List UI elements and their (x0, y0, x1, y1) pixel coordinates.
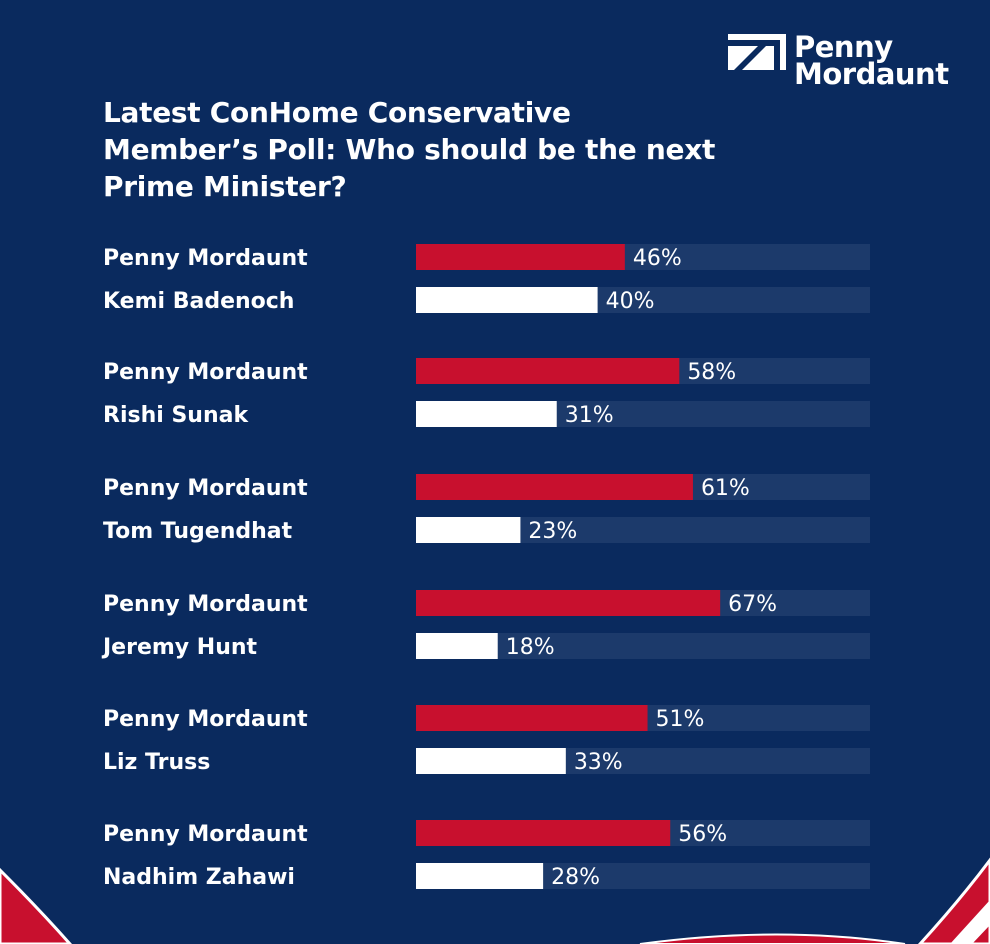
bar (416, 820, 671, 846)
value-label: 67% (728, 592, 777, 617)
candidate-label: Penny Mordaunt (103, 592, 308, 617)
bar (416, 863, 544, 889)
value-label: 58% (687, 360, 736, 385)
chart-title: Latest ConHome Conservative Member’s Pol… (103, 96, 716, 203)
candidate-label: Nadhim Zahawi (103, 865, 295, 890)
logo: Penny Mordaunt (728, 30, 949, 91)
candidate-label: Jeremy Hunt (101, 635, 258, 660)
candidate-label: Penny Mordaunt (103, 246, 308, 271)
value-label: 31% (565, 403, 614, 428)
bar (416, 705, 648, 731)
candidate-label: Rishi Sunak (103, 403, 249, 428)
value-label: 61% (701, 476, 750, 501)
candidate-label: Penny Mordaunt (103, 822, 308, 847)
value-label: 46% (633, 246, 682, 271)
value-label: 33% (574, 750, 623, 775)
candidate-label: Penny Mordaunt (103, 360, 308, 385)
candidate-label: Kemi Badenoch (103, 289, 294, 314)
bar (416, 633, 498, 659)
value-label: 51% (656, 707, 705, 732)
logo-line1: Penny (794, 30, 893, 64)
candidate-label: Tom Tugendhat (103, 519, 293, 544)
logo-line2: Mordaunt (794, 57, 949, 91)
bar (416, 748, 566, 774)
value-label: 18% (506, 635, 555, 660)
value-label: 56% (678, 822, 727, 847)
bar (416, 474, 693, 500)
bar (416, 590, 721, 616)
value-label: 40% (606, 289, 655, 314)
bar (416, 517, 521, 543)
candidate-label: Penny Mordaunt (103, 476, 308, 501)
bar (416, 401, 557, 427)
bar (416, 244, 625, 270)
value-label: 23% (528, 519, 577, 544)
value-label: 28% (551, 865, 600, 890)
candidate-label: Penny Mordaunt (103, 707, 308, 732)
candidate-label: Liz Truss (103, 750, 210, 775)
logo-flag-icon (728, 34, 786, 70)
bar (416, 358, 680, 384)
bar (416, 287, 598, 313)
